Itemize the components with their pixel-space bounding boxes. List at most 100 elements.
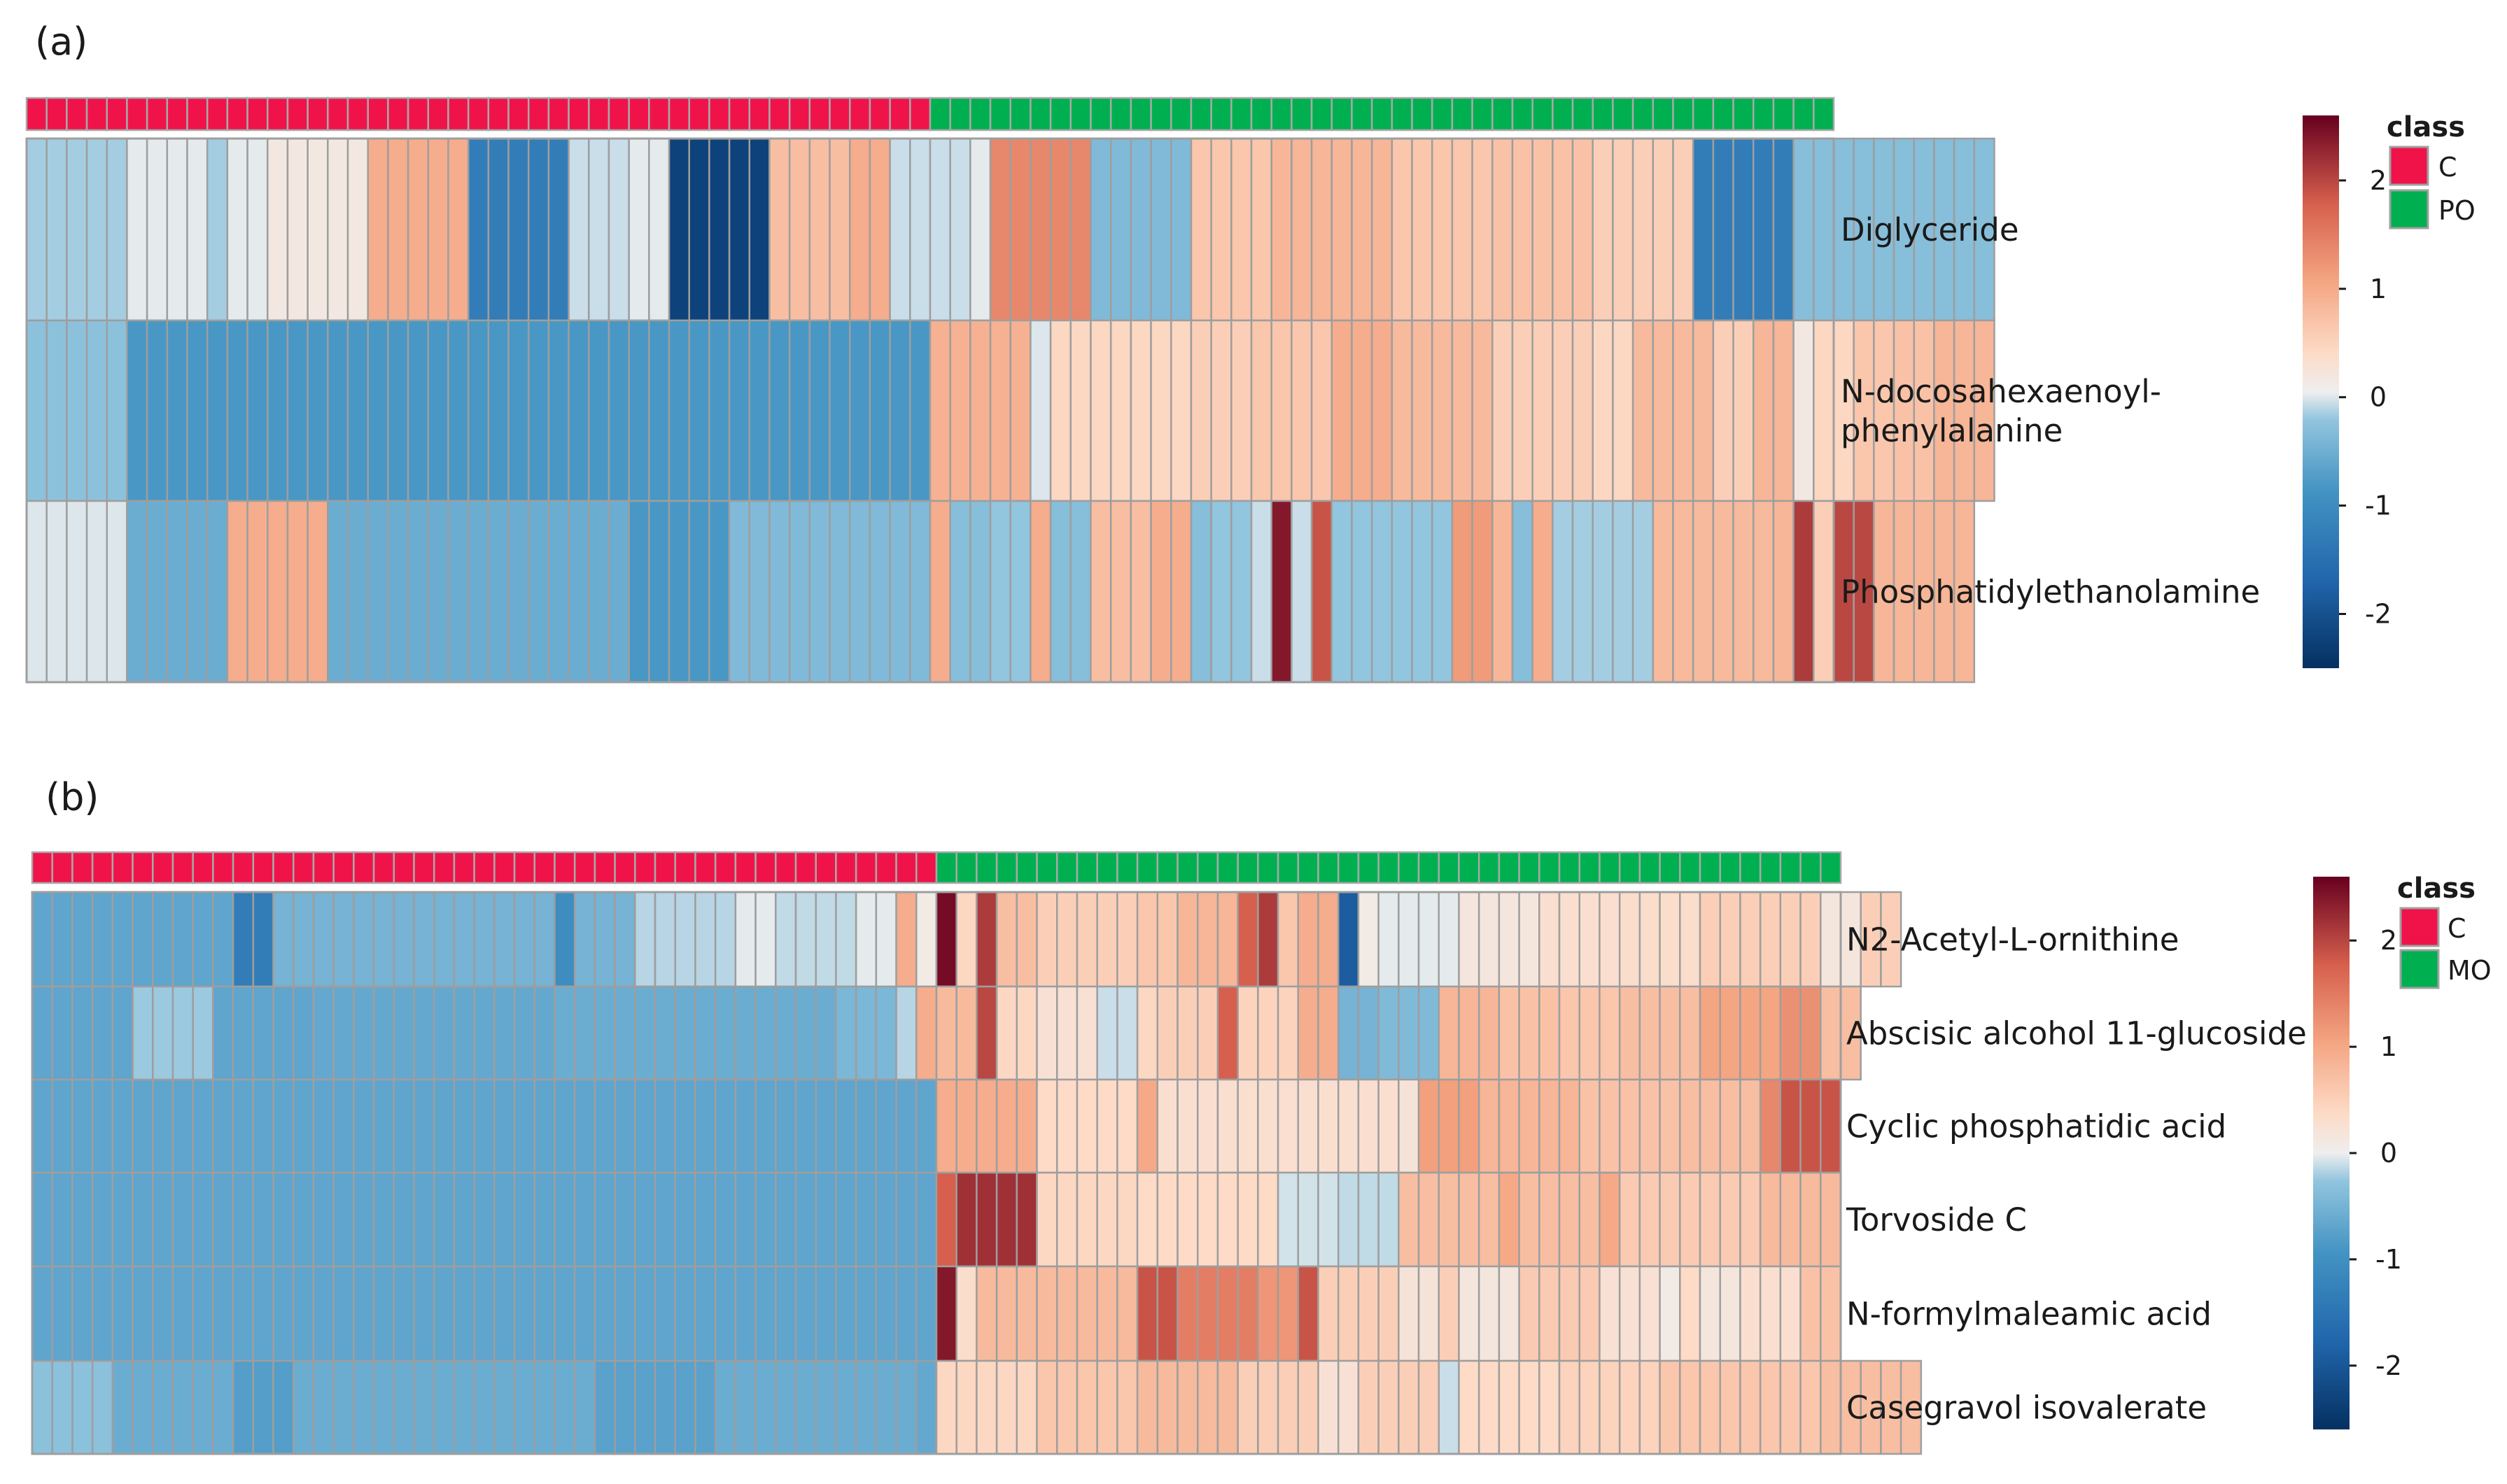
- class-annotation-cell-mo: [1317, 851, 1340, 884]
- heatmap-cell: [614, 1265, 636, 1362]
- heatmap-cell: [1417, 985, 1440, 1081]
- heatmap-cell: [25, 137, 48, 322]
- heatmap-cell: [353, 1078, 375, 1174]
- heatmap-cell: [1297, 985, 1319, 1081]
- heatmap-cell: [1351, 319, 1373, 502]
- heatmap-cell: [1451, 137, 1473, 322]
- heatmap-cell: [1652, 319, 1674, 502]
- heatmap-cell: [1518, 891, 1540, 988]
- heatmap-cell: [307, 137, 329, 322]
- heatmap-cell: [875, 1078, 897, 1174]
- class-annotation-cell-c: [493, 851, 516, 884]
- heatmap-cell: [1599, 891, 1621, 988]
- panel-a-legend-title: class: [2387, 111, 2465, 143]
- panel-a-legend-swatch-c: [2389, 146, 2429, 186]
- heatmap-cell: [895, 891, 918, 988]
- class-annotation-cell-c: [513, 851, 536, 884]
- heatmap-cell: [1471, 319, 1494, 502]
- heatmap-cell: [367, 319, 389, 502]
- heatmap-cell: [1177, 1078, 1199, 1174]
- heatmap-cell: [1076, 1359, 1098, 1455]
- heatmap-cell: [1250, 319, 1272, 502]
- heatmap-cell: [453, 891, 475, 988]
- heatmap-cell: [1377, 1171, 1400, 1268]
- heatmap-cell: [815, 1265, 837, 1362]
- class-annotation-cell-mo: [1036, 851, 1058, 884]
- heatmap-cell: [493, 1078, 516, 1174]
- heatmap-cell: [1820, 1078, 1842, 1174]
- heatmap-cell: [1016, 891, 1038, 988]
- row-label: N-docosahexaenoyl-phenylalanine: [1841, 373, 2161, 449]
- heatmap-cell: [1739, 1078, 1762, 1174]
- class-annotation-cell-mo: [1498, 851, 1520, 884]
- heatmap-cell: [1739, 1265, 1762, 1362]
- heatmap-cell: [775, 1078, 797, 1174]
- heatmap-cell: [1370, 137, 1393, 322]
- heatmap-cell: [1491, 319, 1514, 502]
- heatmap-cell: [895, 1171, 918, 1268]
- heatmap-cell: [674, 1078, 696, 1174]
- heatmap-cell: [353, 891, 375, 988]
- heatmap-cell: [594, 1078, 616, 1174]
- heatmap-cell: [1813, 137, 1835, 322]
- heatmap-cell: [1752, 500, 1775, 684]
- heatmap-cell: [226, 319, 248, 502]
- heatmap-cell: [447, 319, 470, 502]
- heatmap-cell: [869, 137, 891, 322]
- heatmap-cell: [1116, 1265, 1139, 1362]
- heatmap-cell: [768, 500, 791, 684]
- class-annotation-cell-c: [654, 851, 676, 884]
- heatmap-cell: [232, 891, 255, 988]
- class-annotation-cell-c: [794, 851, 817, 884]
- class-annotation-cell-mo: [1136, 851, 1159, 884]
- heatmap-cell: [393, 985, 415, 1081]
- heatmap-cell: [815, 1171, 837, 1268]
- heatmap-cell: [628, 137, 650, 322]
- class-annotation-cell-mo: [1538, 851, 1561, 884]
- heatmap-cell: [1096, 1078, 1118, 1174]
- heatmap-cell: [407, 500, 430, 684]
- heatmap-cell: [1558, 1078, 1581, 1174]
- class-annotation-cell-po: [1210, 97, 1233, 132]
- heatmap-cell: [393, 1359, 415, 1455]
- heatmap-cell: [909, 500, 932, 684]
- heatmap-cell: [1491, 500, 1514, 684]
- class-annotation-cell-c: [292, 851, 315, 884]
- heatmap-cell: [775, 1265, 797, 1362]
- heatmap-cell: [688, 500, 710, 684]
- heatmap-cell: [775, 1171, 797, 1268]
- heatmap-cell: [1860, 891, 1882, 988]
- heatmap-cell: [1813, 319, 1835, 502]
- heatmap-cell: [1177, 985, 1199, 1081]
- class-annotation-cell-c: [527, 97, 550, 132]
- heatmap-cell: [332, 891, 355, 988]
- heatmap-cell: [1398, 891, 1420, 988]
- heatmap-cell: [45, 319, 68, 502]
- class-annotation-cell-mo: [1458, 851, 1480, 884]
- heatmap-cell: [152, 1359, 174, 1455]
- heatmap-cell: [995, 891, 1018, 988]
- heatmap-cell: [1310, 500, 1333, 684]
- panel-b-colorbar-gradient: [2313, 877, 2350, 1429]
- heatmap-cell: [1638, 891, 1661, 988]
- heatmap-cell: [1592, 319, 1614, 502]
- heatmap-cell: [1498, 1078, 1520, 1174]
- heatmap-cell: [1612, 500, 1634, 684]
- heatmap-cell: [1177, 1171, 1199, 1268]
- class-annotation-cell-po: [1471, 97, 1494, 132]
- heatmap-cell: [1036, 985, 1058, 1081]
- heatmap-cell: [1090, 137, 1112, 322]
- heatmap-cell: [815, 891, 837, 988]
- heatmap-cell: [1451, 500, 1473, 684]
- heatmap-cell: [192, 891, 214, 988]
- class-annotation-cell-c: [568, 97, 590, 132]
- heatmap-cell: [1391, 137, 1413, 322]
- heatmap-cell: [1531, 137, 1554, 322]
- heatmap-cell: [1257, 891, 1279, 988]
- class-annotation-cell-c: [588, 97, 610, 132]
- heatmap-cell: [91, 1265, 114, 1362]
- heatmap-cell: [286, 500, 309, 684]
- heatmap-cell: [875, 985, 897, 1081]
- class-annotation-cell-c: [427, 97, 449, 132]
- heatmap-cell: [353, 985, 375, 1081]
